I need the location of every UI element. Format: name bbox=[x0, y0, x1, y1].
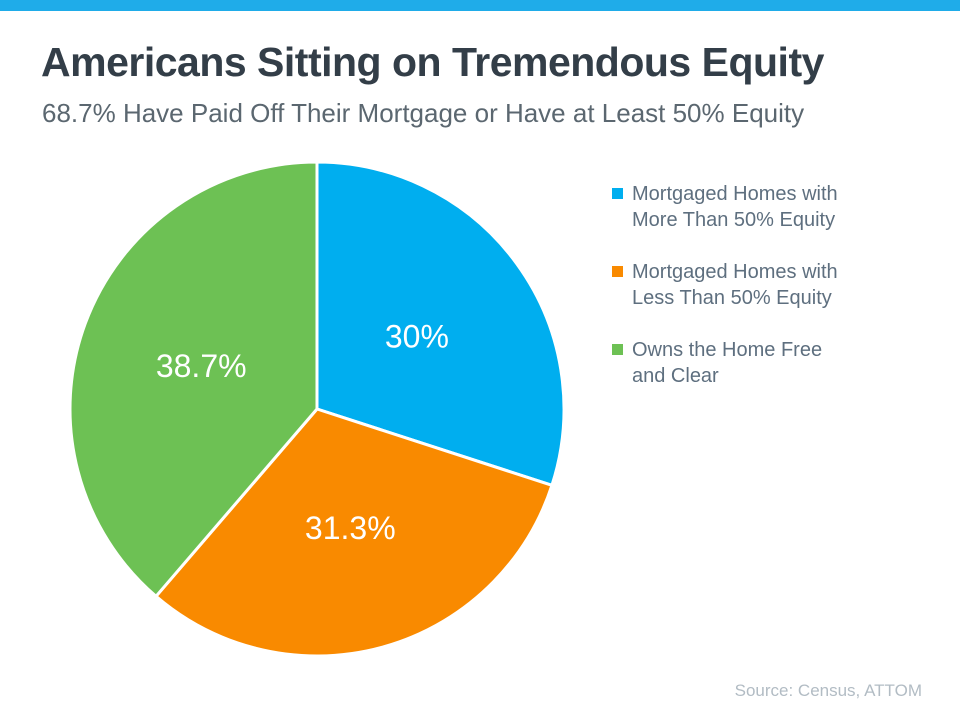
legend-swatch-blue-icon bbox=[612, 188, 623, 199]
pie-slice-label-1: 31.3% bbox=[305, 510, 396, 546]
legend-swatch-orange-icon bbox=[612, 266, 623, 277]
legend-item-owns-free-and-clear: Owns the Home Free and Clear bbox=[612, 337, 838, 389]
legend-label: Mortgaged Homes with Less Than 50% Equit… bbox=[632, 261, 838, 309]
pie-slice-2 bbox=[68, 160, 319, 598]
source-note: Source: Census, ATTOM bbox=[734, 681, 922, 700]
legend-item-less-than-50-equity: Mortgaged Homes with Less Than 50% Equit… bbox=[612, 259, 838, 311]
chart-legend: Mortgaged Homes with More Than 50% Equit… bbox=[612, 181, 838, 415]
page-title: Americans Sitting on Tremendous Equity bbox=[41, 39, 824, 85]
legend-label: Mortgaged Homes with More Than 50% Equit… bbox=[632, 183, 838, 231]
legend-label: Owns the Home Free and Clear bbox=[632, 339, 823, 387]
legend-swatch-green-icon bbox=[612, 344, 623, 355]
pie-slice-label-0: 30% bbox=[385, 318, 449, 354]
pie-slice-0 bbox=[315, 160, 566, 487]
pie-slice-1 bbox=[154, 407, 554, 658]
pie-slice-label-2: 38.7% bbox=[156, 348, 247, 384]
legend-item-more-than-50-equity: Mortgaged Homes with More Than 50% Equit… bbox=[612, 181, 838, 233]
pie-chart-svg: 30% 31.3% 38.7% bbox=[68, 160, 566, 658]
accent-bar bbox=[0, 0, 960, 11]
page-subtitle: 68.7% Have Paid Off Their Mortgage or Ha… bbox=[42, 98, 805, 128]
pie-chart: 30% 31.3% 38.7% bbox=[67, 159, 567, 659]
